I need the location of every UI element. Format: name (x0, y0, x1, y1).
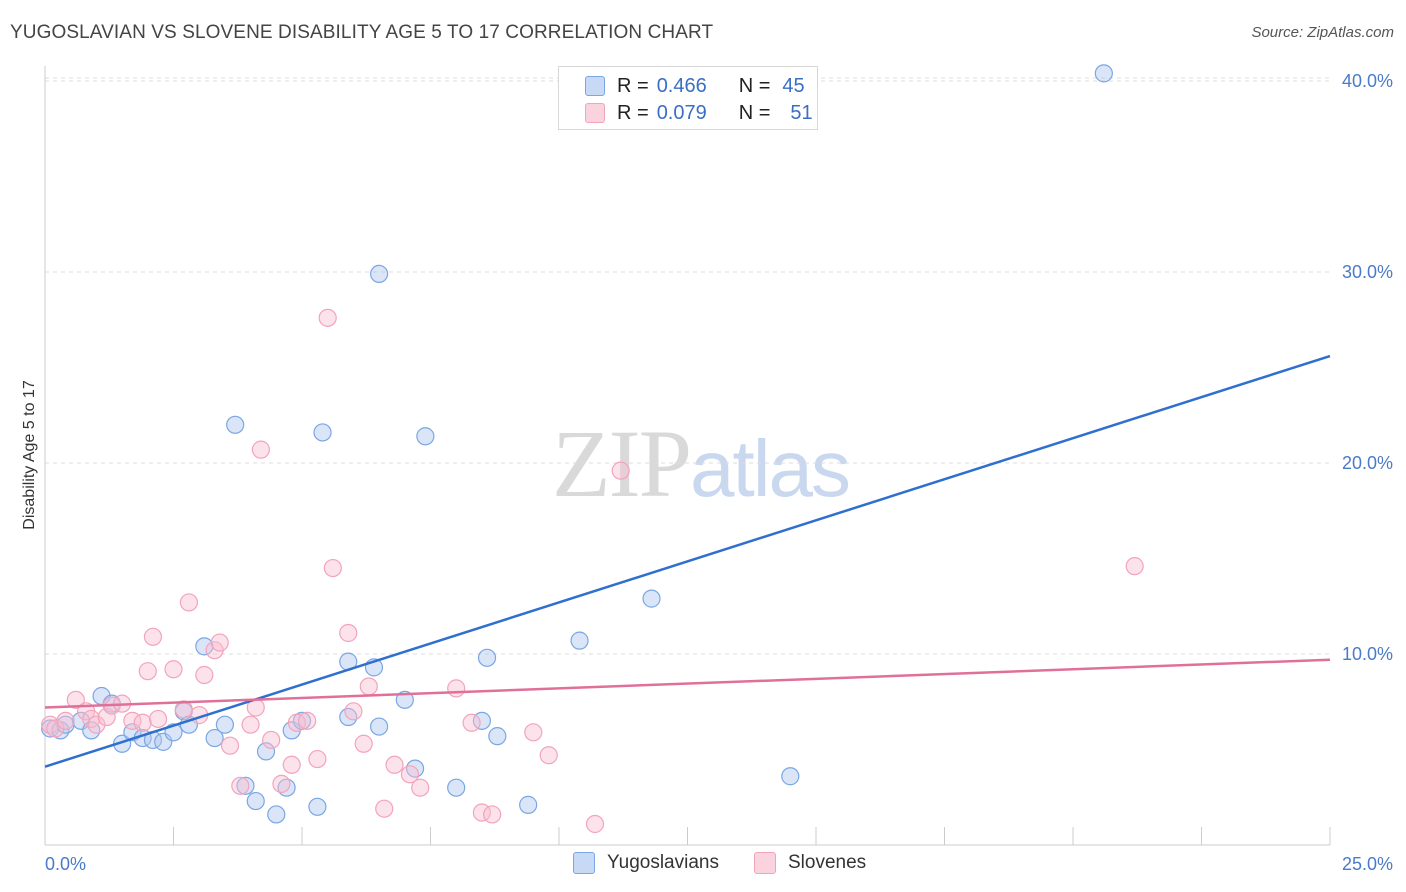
point-yugoslavians (205, 728, 224, 748)
point-slovenes (359, 677, 378, 696)
legend-r-label: R = (617, 74, 649, 97)
y-axis-label: Disability Age 5 to 17 (21, 380, 38, 530)
point-slovenes (354, 734, 373, 753)
point-slovenes (483, 805, 502, 824)
legend-n-label: N = (738, 101, 771, 124)
x-tick-label: 0.0% (45, 854, 86, 874)
trendline-slovenes (44, 658, 1331, 709)
point-slovenes (308, 749, 327, 769)
legend-row-yugoslavians: R = 0.466 N = 45 (585, 74, 805, 98)
trendline-yugoslavians (44, 354, 1331, 768)
legend-r-value: 0.466 (656, 74, 707, 97)
point-slovenes (385, 755, 404, 774)
point-yugoslavians (215, 715, 234, 734)
point-slovenes (148, 709, 168, 729)
point-slovenes (1125, 557, 1144, 576)
point-slovenes (262, 730, 281, 750)
point-yugoslavians (267, 805, 286, 824)
legend-n-value: 45 (782, 74, 805, 97)
point-slovenes (138, 662, 157, 681)
y-tick-label: 10.0% (1342, 644, 1393, 664)
point-yugoslavians (477, 648, 497, 667)
y-tick-label: 20.0% (1342, 453, 1393, 473)
series-legend-slovenes: Slovenes (754, 852, 866, 874)
legend-row-slovenes: R = 0.079 N = 51 (585, 101, 813, 125)
point-yugoslavians (447, 778, 466, 797)
legend-n-value: 51 (790, 101, 813, 124)
point-yugoslavians (370, 264, 389, 284)
legend-r-value: 0.079 (656, 101, 707, 124)
point-slovenes (282, 755, 301, 774)
point-slovenes (46, 719, 65, 738)
y-tick-label: 30.0% (1342, 262, 1393, 282)
point-slovenes (241, 715, 260, 734)
point-slovenes (411, 778, 430, 797)
point-slovenes (210, 633, 229, 652)
point-yugoslavians (519, 795, 538, 814)
point-yugoslavians (395, 690, 414, 709)
series-label-yugoslavians: Yugoslavians (607, 852, 719, 873)
point-slovenes (400, 765, 420, 784)
point-yugoslavians (416, 427, 435, 446)
point-yugoslavians (56, 715, 75, 734)
point-slovenes (164, 660, 183, 679)
point-yugoslavians (256, 742, 276, 761)
point-yugoslavians (246, 791, 265, 811)
point-yugoslavians (642, 589, 661, 608)
point-slovenes (251, 440, 270, 459)
point-slovenes (539, 746, 558, 765)
legend-swatch-blue (585, 76, 605, 96)
y-tick-label: 40.0% (1342, 71, 1393, 91)
point-slovenes (375, 799, 394, 818)
point-slovenes (585, 814, 605, 834)
point-yugoslavians (226, 415, 245, 434)
point-slovenes (87, 715, 106, 734)
source-label: Source: ZipAtlas.com (1251, 24, 1394, 41)
point-yugoslavians (405, 759, 425, 778)
legend-swatch-pink (585, 103, 605, 123)
point-yugoslavians (488, 727, 507, 746)
point-slovenes (82, 709, 101, 729)
series-label-slovenes: Slovenes (788, 852, 867, 873)
point-slovenes (231, 776, 250, 795)
point-slovenes (318, 308, 337, 327)
series-swatch-pink (754, 852, 776, 874)
correlation-legend: R = 0.466 N = 45 R = 0.079 N = 51 (558, 66, 818, 130)
point-slovenes (195, 665, 214, 685)
point-slovenes (66, 690, 85, 709)
series-swatch-blue (573, 852, 595, 874)
point-yugoslavians (570, 631, 589, 650)
series-legend: Yugoslavians Slovenes (0, 852, 1406, 878)
point-slovenes (298, 711, 317, 730)
point-slovenes (344, 702, 363, 721)
chart-title: YUGOSLAVIAN VS SLOVENE DISABILITY AGE 5 … (10, 22, 714, 43)
point-yugoslavians (781, 767, 800, 786)
series-legend-yugoslavians: Yugoslavians (573, 852, 719, 874)
point-slovenes (272, 774, 291, 793)
point-slovenes (179, 593, 199, 612)
point-yugoslavians (236, 776, 255, 795)
point-yugoslavians (195, 637, 214, 656)
point-yugoslavians (308, 797, 327, 816)
x-tick-label: 25.0% (1342, 854, 1393, 874)
point-yugoslavians (339, 707, 358, 727)
point-yugoslavians (370, 717, 389, 736)
point-slovenes (56, 711, 75, 730)
legend-n-label: N = (738, 74, 771, 97)
point-slovenes (462, 713, 481, 732)
point-slovenes (323, 558, 342, 578)
point-slovenes (611, 461, 630, 480)
point-slovenes (339, 623, 358, 643)
point-slovenes (447, 679, 466, 698)
point-slovenes (524, 723, 543, 742)
point-yugoslavians (313, 423, 332, 442)
point-slovenes (143, 627, 163, 646)
point-yugoslavians (1094, 64, 1113, 83)
point-slovenes (220, 736, 240, 755)
legend-r-label: R = (617, 101, 649, 124)
point-slovenes (133, 713, 152, 732)
point-slovenes (97, 707, 116, 727)
